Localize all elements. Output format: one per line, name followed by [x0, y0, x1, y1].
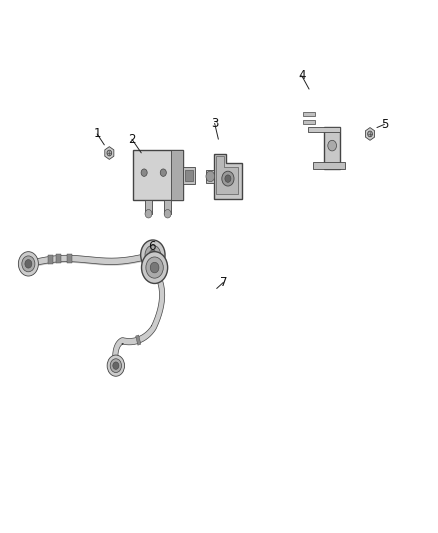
Circle shape	[145, 209, 152, 218]
Polygon shape	[365, 127, 374, 140]
Circle shape	[222, 171, 234, 186]
Text: 7: 7	[219, 276, 227, 289]
Circle shape	[367, 131, 372, 137]
Circle shape	[107, 150, 112, 156]
Bar	[67, 254, 72, 263]
Circle shape	[18, 252, 39, 276]
Circle shape	[107, 355, 124, 376]
Circle shape	[146, 257, 163, 278]
Polygon shape	[113, 269, 165, 362]
Circle shape	[328, 140, 336, 151]
Bar	[183, 167, 195, 184]
Text: 3: 3	[211, 117, 218, 130]
Text: 1: 1	[93, 127, 101, 140]
Circle shape	[164, 209, 171, 218]
Circle shape	[150, 262, 159, 273]
Text: 5: 5	[381, 118, 388, 131]
Polygon shape	[216, 156, 238, 195]
Circle shape	[141, 240, 165, 270]
Polygon shape	[171, 150, 183, 200]
Polygon shape	[308, 127, 340, 132]
Text: 6: 6	[148, 240, 155, 253]
Polygon shape	[324, 127, 340, 169]
Circle shape	[206, 171, 215, 182]
Circle shape	[225, 175, 231, 182]
Circle shape	[149, 250, 157, 260]
Polygon shape	[206, 169, 214, 183]
Text: 4: 4	[298, 69, 305, 82]
Circle shape	[160, 169, 166, 176]
Bar	[145, 200, 152, 214]
Circle shape	[22, 256, 35, 272]
Polygon shape	[105, 147, 114, 159]
Text: 2: 2	[128, 133, 136, 146]
Circle shape	[25, 260, 32, 268]
Circle shape	[145, 245, 161, 264]
Circle shape	[141, 252, 168, 284]
Circle shape	[141, 169, 147, 176]
Polygon shape	[303, 112, 315, 116]
Bar	[185, 170, 193, 181]
Circle shape	[110, 359, 121, 373]
Polygon shape	[136, 335, 141, 345]
Bar	[56, 254, 61, 263]
Polygon shape	[133, 150, 183, 200]
Polygon shape	[313, 161, 345, 169]
Bar	[48, 255, 53, 264]
Polygon shape	[303, 120, 315, 124]
Bar	[164, 200, 171, 214]
Circle shape	[113, 362, 119, 369]
Polygon shape	[214, 154, 242, 199]
